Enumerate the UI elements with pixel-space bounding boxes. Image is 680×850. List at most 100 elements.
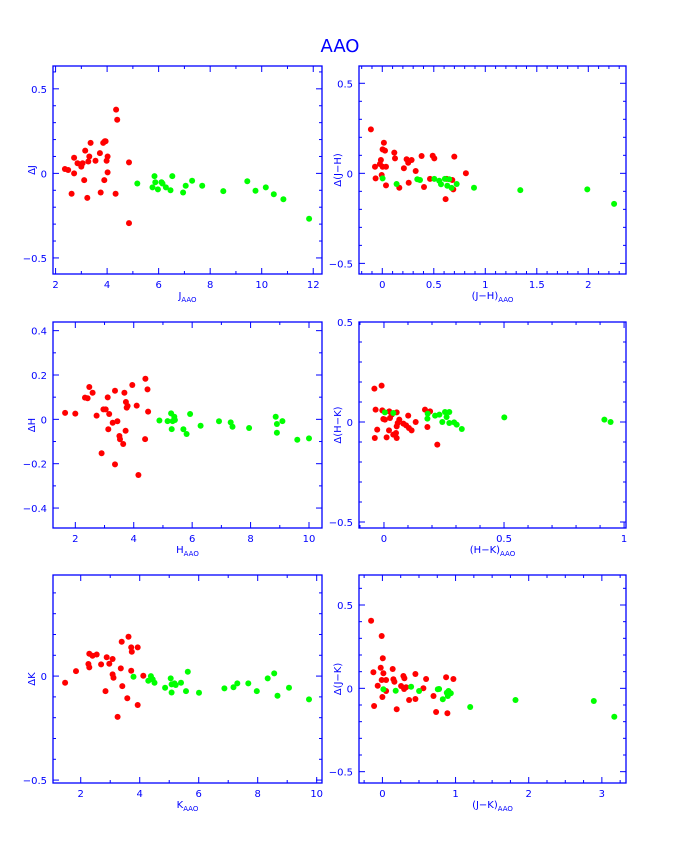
data-point <box>162 184 169 191</box>
data-point <box>71 154 78 161</box>
data-point <box>125 633 132 640</box>
data-point <box>383 677 390 683</box>
tick-marks <box>359 66 626 274</box>
data-point <box>391 678 398 685</box>
data-point <box>412 696 419 702</box>
data-point <box>79 160 86 167</box>
data-point <box>280 196 287 203</box>
x-axis-label-subscript: AAO <box>184 550 200 558</box>
data-point <box>418 153 425 159</box>
y-axis-label: ΔH <box>27 418 38 432</box>
series-red <box>368 617 457 717</box>
data-point <box>180 189 187 196</box>
x-tick-label: 2 <box>526 789 532 800</box>
data-point <box>102 406 109 413</box>
data-point <box>401 675 408 682</box>
x-axis-label: HAAO <box>176 545 199 558</box>
data-point <box>273 429 280 436</box>
series-red <box>61 106 132 227</box>
data-point <box>294 436 301 443</box>
data-point <box>431 175 438 182</box>
series-red <box>62 633 147 720</box>
data-point <box>383 163 389 170</box>
data-point <box>253 688 260 695</box>
data-point <box>229 423 236 430</box>
data-point <box>446 176 453 183</box>
data-point <box>412 419 419 425</box>
data-point <box>371 435 378 441</box>
y-tick-label: −0.5 <box>329 518 353 529</box>
data-point <box>274 692 281 699</box>
scatter-panel-6: 0 1 2 3 −0.5 0 0.5 (J−K)AAO Δ(J−K) <box>329 574 627 813</box>
data-point <box>151 173 158 180</box>
series-green <box>134 173 313 222</box>
data-point <box>584 186 591 193</box>
data-point <box>271 670 278 677</box>
data-point <box>444 710 451 717</box>
data-point <box>374 682 381 689</box>
data-point <box>104 394 111 401</box>
data-point <box>389 666 396 672</box>
data-point <box>393 706 400 713</box>
data-point <box>84 194 91 201</box>
data-point <box>197 422 204 429</box>
tick-marks <box>53 322 322 528</box>
x-axis-label-main: J <box>177 291 181 302</box>
data-point <box>152 179 159 186</box>
data-point <box>408 157 415 163</box>
data-point <box>196 689 202 696</box>
y-tick-label: 0.4 <box>31 327 47 338</box>
data-point <box>471 184 477 191</box>
x-axis-label-main: (J−K) <box>472 800 498 811</box>
y-tick-label: −0.5 <box>329 259 353 270</box>
data-point <box>104 169 111 176</box>
data-point <box>230 684 237 691</box>
data-point <box>134 644 141 651</box>
data-point <box>234 680 241 687</box>
data-point <box>453 421 460 428</box>
data-point <box>168 689 175 696</box>
series-red <box>62 375 152 478</box>
data-point <box>128 644 135 651</box>
data-point <box>169 173 176 180</box>
x-axis-label: (J−H)AAO <box>472 291 514 304</box>
data-point <box>272 413 279 420</box>
y-tick-label: −0.5 <box>329 768 353 779</box>
series-red <box>367 126 469 203</box>
x-axis-label-subscript: AAO <box>500 550 516 558</box>
data-point <box>122 427 129 434</box>
data-point <box>156 417 163 424</box>
data-point <box>112 387 118 394</box>
data-point <box>406 697 413 703</box>
x-tick-label: 3 <box>599 789 605 800</box>
y-axis-label: Δ(H−K) <box>333 406 344 443</box>
data-point <box>367 126 374 133</box>
data-point <box>183 688 189 695</box>
data-point <box>443 674 450 681</box>
y-axis-label: ΔK <box>27 672 38 686</box>
data-point <box>82 147 89 154</box>
x-tick-label: 8 <box>255 789 261 800</box>
data-point <box>71 170 78 177</box>
y-tick-label: 0.5 <box>337 601 353 612</box>
data-point <box>86 664 93 671</box>
data-point <box>392 687 399 694</box>
data-point <box>135 472 142 478</box>
plot-frame <box>52 574 323 784</box>
data-point <box>86 153 93 160</box>
data-point <box>372 406 379 413</box>
data-point <box>380 139 387 146</box>
data-point <box>119 683 126 690</box>
data-point <box>371 385 378 392</box>
scatter-panel-2: 0 0.5 1 1.5 2 −0.5 0 0.5 (J−H)AAO Δ(J−H) <box>329 65 627 304</box>
y-tick-label: 0 <box>41 415 47 426</box>
x-axis-label-subscript: AAO <box>181 296 197 304</box>
x-tick-label: 1 <box>452 789 458 800</box>
x-tick-label: 0 <box>379 280 385 291</box>
data-point <box>97 189 104 196</box>
data-point <box>85 158 92 165</box>
data-point <box>98 450 105 457</box>
data-point <box>383 182 389 189</box>
data-point <box>140 672 147 679</box>
data-point <box>286 684 292 691</box>
